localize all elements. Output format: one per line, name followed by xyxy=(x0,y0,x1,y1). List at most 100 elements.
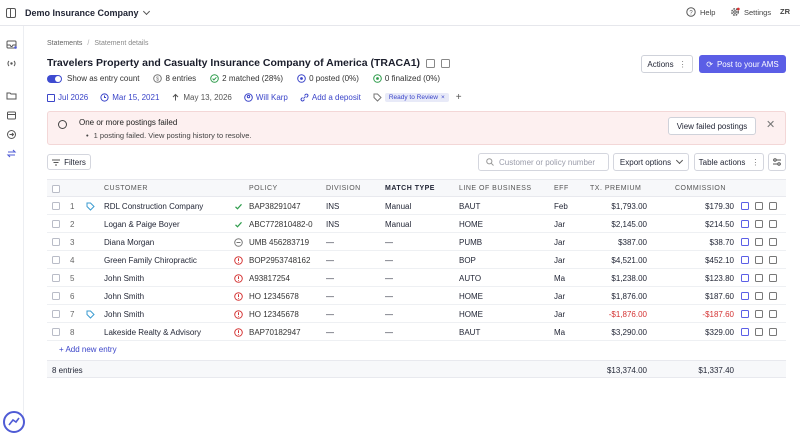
company-switcher[interactable]: Demo Insurance Company xyxy=(25,7,150,18)
transfer-icon[interactable] xyxy=(6,148,17,159)
edit-icon[interactable] xyxy=(426,58,436,68)
table-row[interactable]: 1 RDL Construction Company BAP38291047 INS M… xyxy=(47,197,786,215)
copy-icon[interactable] xyxy=(755,309,763,318)
trash-icon[interactable] xyxy=(769,327,777,336)
close-icon[interactable]: ✕ xyxy=(766,119,776,131)
header-match-type[interactable]: MATCH TYPE xyxy=(385,185,435,192)
header-policy[interactable]: POLICY xyxy=(249,185,278,192)
comment-icon[interactable] xyxy=(741,237,749,246)
policy-cell[interactable]: A93817254 xyxy=(249,273,290,283)
row-checkbox[interactable] xyxy=(52,219,60,228)
copy-icon[interactable] xyxy=(755,201,763,210)
trash-icon[interactable] xyxy=(769,237,777,246)
customer-cell[interactable]: Diana Morgan xyxy=(104,237,155,247)
entry-count-toggle[interactable] xyxy=(47,74,62,83)
row-checkbox[interactable] xyxy=(52,327,60,336)
calendar-icon[interactable] xyxy=(6,110,17,121)
comment-icon[interactable] xyxy=(741,273,749,282)
tag-icon[interactable] xyxy=(86,202,95,211)
copy-icon[interactable] xyxy=(755,255,763,264)
header-commission[interactable]: COMMISSION xyxy=(675,185,726,192)
header-division[interactable]: DIVISION xyxy=(326,185,361,192)
policy-cell[interactable]: HO 12345678 xyxy=(249,309,299,319)
search-input[interactable]: Customer or policy number xyxy=(478,153,609,171)
header-tx-premium[interactable]: TX. PREMIUM xyxy=(590,185,642,192)
document-icon[interactable] xyxy=(441,58,451,68)
help-button[interactable]: ? Help xyxy=(686,7,715,17)
row-checkbox[interactable] xyxy=(52,237,60,246)
comment-icon[interactable] xyxy=(741,255,749,264)
header-customer[interactable]: CUSTOMER xyxy=(104,185,148,192)
broadcast-icon[interactable] xyxy=(6,58,17,69)
customer-cell[interactable]: John Smith xyxy=(104,273,145,283)
view-failed-postings-button[interactable]: View failed postings xyxy=(668,117,756,135)
actions-button[interactable]: Actions ⋮ xyxy=(641,55,693,73)
policy-cell[interactable]: ABC772810482-0 xyxy=(249,219,313,229)
folder-icon[interactable] xyxy=(6,90,17,101)
table-row[interactable]: 7 John Smith HO 12345678 — — HOME Jar -$1,876.0… xyxy=(47,305,786,323)
customer-cell[interactable]: John Smith xyxy=(104,291,145,301)
customer-cell[interactable]: RDL Construction Company xyxy=(104,201,204,211)
customer-cell[interactable]: Lakeside Realty & Advisory xyxy=(104,327,201,337)
settings-button[interactable]: Settings xyxy=(730,7,771,17)
policy-cell[interactable]: BAP70182947 xyxy=(249,327,301,337)
trash-icon[interactable] xyxy=(769,273,777,282)
export-options-button[interactable]: Export options xyxy=(613,153,689,171)
comment-icon[interactable] xyxy=(741,309,749,318)
customer-cell[interactable]: John Smith xyxy=(104,309,145,319)
trash-icon[interactable] xyxy=(769,255,777,264)
trash-icon[interactable] xyxy=(769,201,777,210)
comment-icon[interactable] xyxy=(741,201,749,210)
arrow-circle-icon[interactable] xyxy=(6,129,17,140)
period-picker[interactable]: Jul 2026 xyxy=(47,93,88,102)
status-badge[interactable]: Ready to Review × xyxy=(384,93,449,102)
add-new-entry-link[interactable]: + Add new entry xyxy=(59,345,117,354)
table-row[interactable]: 3 Diana Morgan UMB 456283719 — — PUMB Jar $387.… xyxy=(47,233,786,251)
post-to-ams-button[interactable]: ⟳ Post to your AMS xyxy=(699,55,786,73)
tag-icon[interactable] xyxy=(86,310,95,319)
trash-icon[interactable] xyxy=(769,309,777,318)
row-checkbox[interactable] xyxy=(52,291,60,300)
header-eff[interactable]: EFF xyxy=(554,185,569,192)
table-row[interactable]: 4 Green Family Chiropractic BOP2953748162 —… xyxy=(47,251,786,269)
app-logo-icon[interactable] xyxy=(3,411,25,433)
policy-cell[interactable]: UMB 456283719 xyxy=(249,237,310,247)
add-deposit-link[interactable]: Add a deposit xyxy=(300,93,361,102)
row-checkbox[interactable] xyxy=(52,309,60,318)
filters-button[interactable]: Filters xyxy=(47,154,91,170)
column-settings-button[interactable] xyxy=(768,153,786,171)
copy-icon[interactable] xyxy=(755,291,763,300)
select-all-checkbox[interactable] xyxy=(52,185,60,193)
policy-cell[interactable]: HO 12345678 xyxy=(249,291,299,301)
table-actions-button[interactable]: Table actions ⋮ xyxy=(694,153,764,171)
avatar[interactable]: ZR xyxy=(780,7,790,16)
inbox-icon[interactable] xyxy=(6,39,17,50)
remove-tag-icon[interactable]: × xyxy=(440,94,445,101)
trash-icon[interactable] xyxy=(769,219,777,228)
customer-cell[interactable]: Green Family Chiropractic xyxy=(104,255,197,265)
row-checkbox[interactable] xyxy=(52,273,60,282)
comment-icon[interactable] xyxy=(741,291,749,300)
add-tag-icon[interactable]: + xyxy=(455,92,462,103)
policy-cell[interactable]: BAP38291047 xyxy=(249,201,301,211)
breadcrumb-statements[interactable]: Statements xyxy=(47,40,83,47)
statement-date[interactable]: Mar 15, 2021 xyxy=(100,93,159,102)
comment-icon[interactable] xyxy=(741,219,749,228)
table-row[interactable]: 2 Logan & Paige Boyer ABC772810482-0 INS Man… xyxy=(47,215,786,233)
table-row[interactable]: 8 Lakeside Realty & Advisory BAP70182947 — —… xyxy=(47,323,786,341)
owner[interactable]: Will Karp xyxy=(244,93,288,102)
row-checkbox[interactable] xyxy=(52,255,60,264)
header-line-of-business[interactable]: LINE OF BUSINESS xyxy=(459,185,532,192)
table-row[interactable]: 5 John Smith A93817254 — — AUTO Ma $1,238.00 $12… xyxy=(47,269,786,287)
table-row[interactable]: 6 John Smith HO 12345678 — — HOME Jar $1,876.00… xyxy=(47,287,786,305)
row-checkbox[interactable] xyxy=(52,201,60,210)
sidebar-toggle-icon[interactable] xyxy=(6,8,16,18)
policy-cell[interactable]: BOP2953748162 xyxy=(249,255,311,265)
trash-icon[interactable] xyxy=(769,291,777,300)
comment-icon[interactable] xyxy=(741,327,749,336)
copy-icon[interactable] xyxy=(755,327,763,336)
copy-icon[interactable] xyxy=(755,273,763,282)
copy-icon[interactable] xyxy=(755,237,763,246)
customer-cell[interactable]: Logan & Paige Boyer xyxy=(104,219,180,229)
copy-icon[interactable] xyxy=(755,219,763,228)
